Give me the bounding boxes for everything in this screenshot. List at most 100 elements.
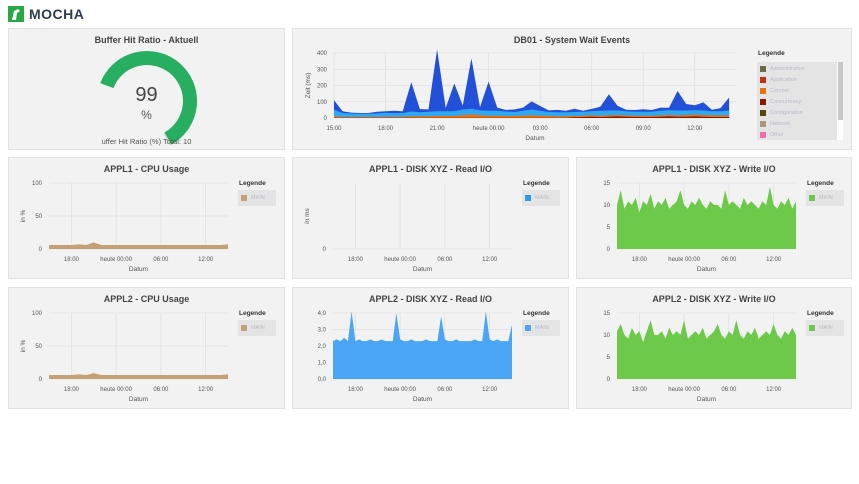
y-tick-label: 15 <box>603 311 610 317</box>
panel-title: APPL1 - DISK XYZ - Write I/O <box>652 164 776 174</box>
gauge-panel: Buffer Hit Ratio - Aktuell 99 % uffer Hi… <box>8 28 285 150</box>
x-tick-label: heute 00:00 <box>473 126 505 132</box>
legend-title: Legende <box>807 180 834 187</box>
panel-title: APPL2 - CPU Usage <box>103 294 190 304</box>
y-tick-label: 100 <box>32 311 43 317</box>
x-tick-label: heute 00:00 <box>668 387 700 393</box>
legend-item[interactable]: MAIN <box>238 192 276 203</box>
y-tick-label: 4,0 <box>318 311 327 317</box>
panel-title: Buffer Hit Ratio - Aktuell <box>94 35 199 45</box>
gauge <box>100 51 197 146</box>
y-tick-label: 50 <box>35 214 42 220</box>
x-tick-label: heute 00:00 <box>668 257 700 263</box>
series-area-0 <box>49 373 228 379</box>
legend-item[interactable]: Concurrency <box>757 96 837 107</box>
y-tick-label: 3,0 <box>318 328 327 334</box>
y-tick-label: 0 <box>607 377 611 383</box>
chart-a1write: 0 5 10 15 18:00 heute 00:00 06:00 12:00 Datum <box>603 181 796 273</box>
x-tick-label: 12:00 <box>198 387 214 393</box>
legend-item[interactable]: Commit <box>757 85 837 96</box>
legend-label: MAIN <box>819 324 833 331</box>
legend-swatch <box>760 65 766 72</box>
legend-item[interactable]: MAIN <box>522 192 560 203</box>
legend-item[interactable]: MAIN <box>806 322 844 333</box>
legend-item[interactable]: MAIN <box>806 192 844 203</box>
chart-a2write: 0 5 10 15 18:00 heute 00:00 06:00 12:00 Datum <box>603 311 796 403</box>
legend-swatch <box>809 324 815 331</box>
legend-swatch <box>760 98 766 105</box>
legend-label: MAIN <box>819 194 833 201</box>
legend-label: Network <box>770 120 791 127</box>
chart-panel-a2cpu: APPL2 - CPU Usage 0 50 100 18:00 heute 00:00 0… <box>8 287 285 409</box>
x-tick-label: 15:00 <box>326 126 342 132</box>
y-tick-label: 0 <box>323 247 327 253</box>
legend-item[interactable]: Configuration <box>757 107 837 118</box>
x-tick-label: 06:00 <box>584 126 600 132</box>
legend: MAIN <box>522 190 560 206</box>
series-area-0 <box>617 186 796 249</box>
x-tick-label: 06:00 <box>153 387 169 393</box>
x-tick-label: 06:00 <box>721 387 737 393</box>
y-tick-label: 300 <box>317 67 328 73</box>
legend: MAIN <box>238 190 276 206</box>
chart-a2read: 0,0 1,0 2,0 3,0 4,0 18:00 heute 00:00 06:00 12:0… <box>318 311 512 403</box>
chart-panel-a1cpu: APPL1 - CPU Usage 0 50 100 18:00 heute 00:00 0… <box>8 157 285 279</box>
y-axis-label: in % <box>20 209 27 222</box>
legend-title: Legende <box>239 180 266 187</box>
x-axis-label: Datum <box>697 396 716 403</box>
series-area-3 <box>334 49 730 118</box>
x-tick-label: 06:00 <box>153 257 169 263</box>
x-tick-label: 12:00 <box>766 387 782 393</box>
gauge-unit: % <box>141 108 152 122</box>
y-tick-label: 5 <box>607 355 611 361</box>
app-logo[interactable]: MOCHA <box>8 6 84 22</box>
legend-title: Legende <box>523 310 550 317</box>
legend-swatch <box>525 324 531 331</box>
legend-swatch <box>760 120 766 127</box>
series-area-0 <box>49 242 228 249</box>
gauge-fill <box>100 51 197 145</box>
legend: Administrative Application Commit Concurren… <box>757 62 843 140</box>
series-area-0 <box>617 320 796 379</box>
x-tick-label: 09:00 <box>636 126 652 132</box>
x-tick-label: heute 00:00 <box>384 257 416 263</box>
legend-title: Legende <box>239 310 266 317</box>
y-tick-label: 100 <box>32 181 43 187</box>
legend-label: Commit <box>770 87 789 94</box>
legend-item[interactable]: MAIN <box>238 322 276 333</box>
legend-item[interactable]: Administrative <box>757 63 837 74</box>
x-tick-label: 21:00 <box>430 126 446 132</box>
y-tick-label: 0 <box>39 377 43 383</box>
legend-swatch <box>760 76 766 83</box>
legend-label: Concurrency <box>770 98 802 105</box>
app-name: MOCHA <box>29 6 85 22</box>
legend-title: Legende <box>807 310 834 317</box>
legend-label: Administrative <box>770 65 805 72</box>
x-tick-label: 12:00 <box>198 257 214 263</box>
x-tick-label: 18:00 <box>632 257 648 263</box>
x-tick-label: 18:00 <box>64 257 80 263</box>
x-tick-label: 18:00 <box>378 126 394 132</box>
y-axis-label: in ms <box>304 207 311 223</box>
chart-panel-db01: DB01 - System Wait Events 0 100 200 300 400 15… <box>292 28 852 150</box>
y-tick-label: 2,0 <box>318 344 327 350</box>
chart-panel-a2write: APPL2 - DISK XYZ - Write I/O 0 5 10 15 18:00 h… <box>576 287 852 409</box>
y-tick-label: 0 <box>324 116 328 122</box>
y-tick-label: 50 <box>35 344 42 350</box>
legend-swatch <box>241 194 247 201</box>
chart-panel-a2read: APPL2 - DISK XYZ - Read I/O 0,0 1,0 2,0 3,0 4… <box>292 287 569 409</box>
legend-item[interactable]: Network <box>757 118 837 129</box>
y-tick-label: 0,0 <box>318 377 327 383</box>
legend-item[interactable]: Other <box>757 129 837 140</box>
legend-item[interactable]: MAIN <box>522 322 560 333</box>
legend-swatch <box>809 194 815 201</box>
legend-item[interactable]: Application <box>757 74 837 85</box>
y-axis-label: in % <box>20 339 27 352</box>
y-tick-label: 10 <box>603 333 610 339</box>
legend-scrollbar[interactable] <box>838 62 843 120</box>
chart-panel-a1read: APPL1 - DISK XYZ - Read I/O 0 18:00 heute 0… <box>292 157 569 279</box>
legend: MAIN <box>806 320 844 336</box>
legend-swatch <box>760 131 766 138</box>
x-axis-label: Datum <box>129 396 148 403</box>
x-axis-label: Datum <box>413 266 432 273</box>
